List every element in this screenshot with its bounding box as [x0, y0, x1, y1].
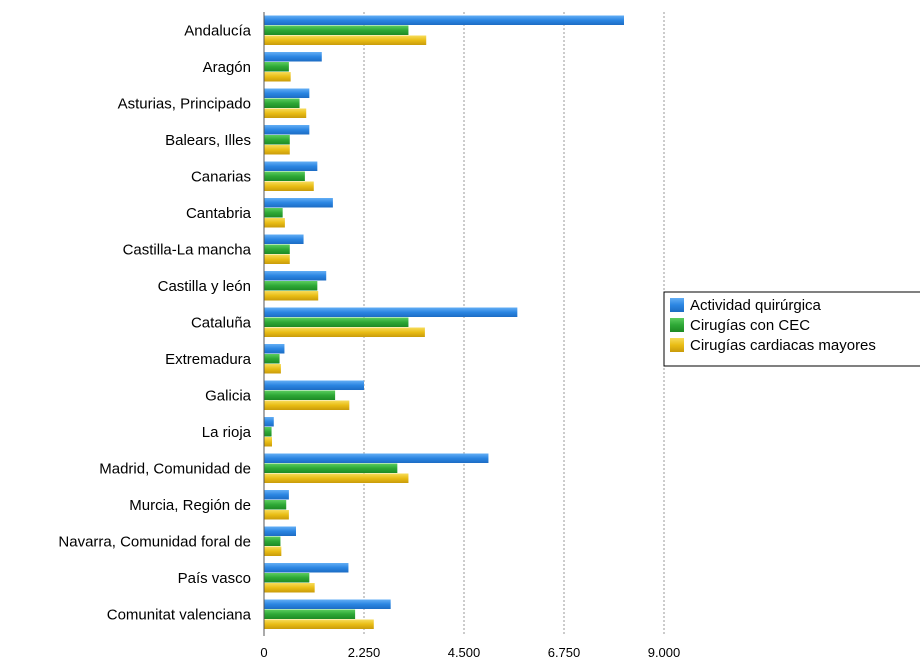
category-label: País vasco [178, 570, 251, 587]
legend-box [663, 291, 920, 367]
legend-swatch [670, 318, 684, 332]
bar [264, 208, 283, 218]
category-label: La rioja [202, 424, 252, 441]
x-tick-label: 0 [260, 645, 267, 659]
x-tick-label: 2.250 [348, 645, 381, 659]
category-label: Cataluña [191, 314, 252, 331]
bar [264, 25, 409, 35]
x-tick-label: 9.000 [648, 645, 681, 659]
category-label: Castilla-La mancha [123, 241, 252, 258]
category-label: Extremadura [165, 351, 252, 368]
bar [264, 400, 350, 410]
bar [264, 181, 314, 191]
bar [264, 490, 289, 500]
bar [264, 526, 296, 536]
bar [264, 573, 310, 583]
legend: Actividad quirúrgica Cirugías con CEC Ciru… [663, 291, 920, 367]
bar [264, 62, 289, 72]
category-label: Comunitat valenciana [107, 606, 252, 623]
bar [264, 317, 409, 327]
bar [264, 380, 364, 390]
bar [264, 218, 285, 228]
category-label: Asturias, Principado [118, 95, 251, 112]
category-label: Madrid, Comunidad de [99, 460, 251, 477]
x-tick-labels: 0 2.250 4.500 6.750 9.000 [260, 645, 680, 659]
bar [264, 417, 274, 427]
category-labels: Andalucía Aragón Asturias, Principado Balea… [58, 22, 251, 623]
bar [264, 327, 425, 337]
legend-entry: Cirugías cardiacas mayores [690, 337, 876, 354]
bar [264, 244, 290, 254]
bar [264, 473, 409, 483]
bar [264, 354, 280, 364]
bar [264, 427, 272, 437]
bar [264, 161, 318, 171]
legend-entry: Cirugías con CEC [690, 317, 810, 334]
bar [264, 254, 290, 264]
bar [264, 125, 310, 135]
bar [264, 72, 291, 82]
x-tick-label: 4.500 [448, 645, 481, 659]
category-label: Aragón [203, 59, 251, 76]
bar [264, 234, 304, 244]
bar [264, 364, 281, 374]
category-label: Balears, Illes [165, 132, 251, 149]
x-tick-label: 6.750 [548, 645, 581, 659]
bar [264, 583, 315, 593]
bar [264, 599, 391, 609]
legend-swatch [670, 298, 684, 312]
bar [264, 510, 289, 520]
bar [264, 500, 287, 510]
bar [264, 171, 305, 181]
bar [264, 536, 281, 546]
category-label: Canarias [191, 168, 251, 185]
category-label: Cantabria [186, 205, 252, 222]
bar [264, 98, 300, 108]
legend-swatch [670, 338, 684, 352]
bar [264, 108, 307, 118]
bar [264, 271, 327, 281]
category-label: Navarra, Comunidad foral de [58, 533, 251, 550]
bar [264, 135, 290, 145]
category-label: Castilla y león [158, 278, 251, 295]
bar [264, 453, 489, 463]
bar [264, 344, 285, 354]
bar [264, 198, 333, 208]
bar [264, 437, 272, 447]
bar [264, 563, 349, 573]
bar [264, 307, 518, 317]
bars [264, 15, 624, 629]
bar [264, 609, 356, 619]
category-label: Galicia [205, 387, 252, 404]
bar [264, 291, 319, 301]
bar [264, 35, 427, 45]
bar [264, 619, 374, 629]
bar [264, 15, 624, 25]
legend-entry: Actividad quirúrgica [690, 297, 822, 314]
bar [264, 281, 318, 291]
category-label: Murcia, Región de [129, 497, 251, 514]
bar [264, 88, 310, 98]
bar [264, 546, 282, 556]
bar [264, 390, 336, 400]
category-label: Andalucía [184, 22, 251, 39]
bar [264, 145, 290, 155]
grid-lines [363, 12, 665, 636]
bar [264, 463, 398, 473]
bar [264, 52, 322, 62]
